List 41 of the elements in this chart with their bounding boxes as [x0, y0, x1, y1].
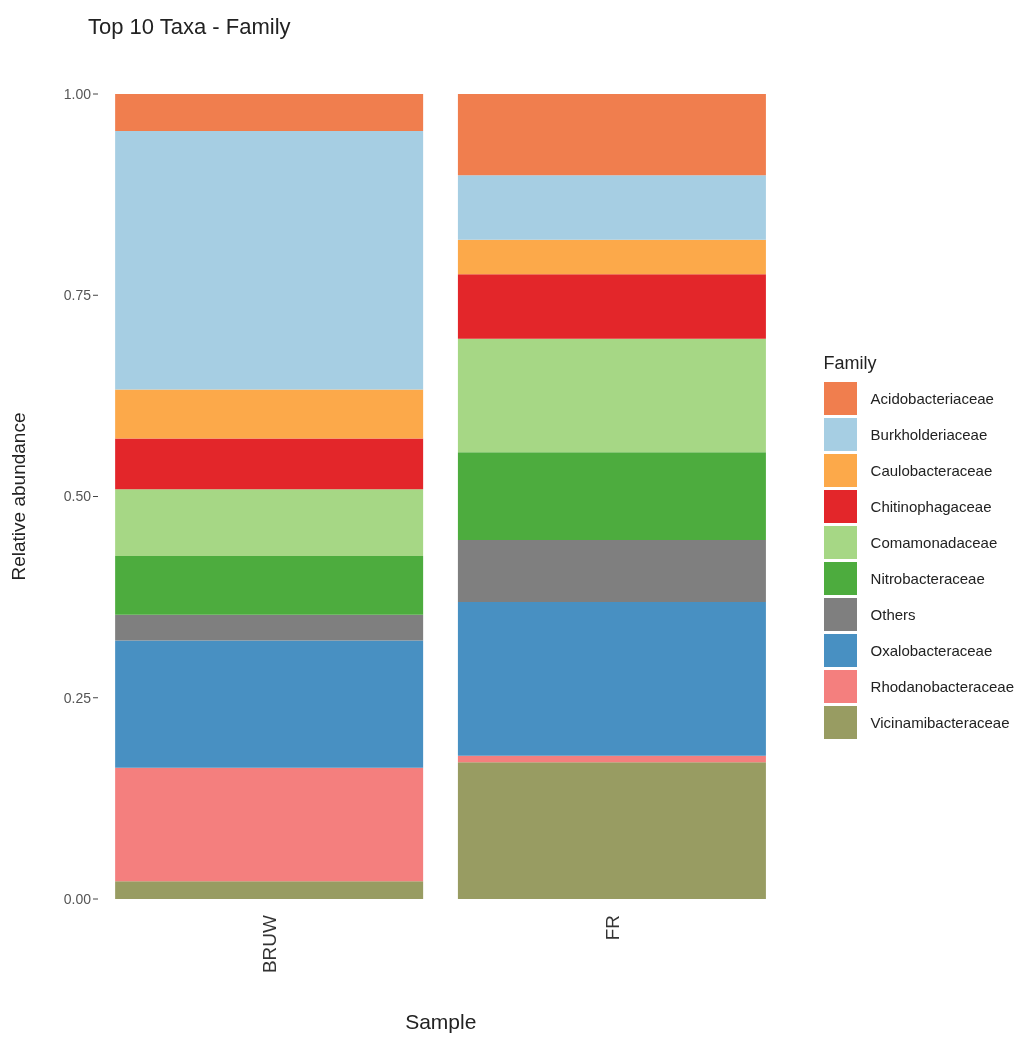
y-tick-label: 1.00	[63, 85, 92, 102]
bar	[115, 489, 424, 557]
legend-label: Chitinophagaceae	[870, 497, 992, 515]
legend-label: Comamonadaceae	[870, 533, 998, 551]
legend-label: Burkholderiaceae	[870, 425, 988, 443]
bar	[457, 755, 766, 763]
legend-label: Oxalobacteraceae	[870, 641, 993, 659]
bar	[457, 539, 766, 602]
chart-title: Top 10 Taxa - Family	[87, 13, 292, 41]
legend-label: Caulobacteraceae	[870, 461, 993, 479]
x-tick-label: BRUW	[258, 914, 280, 974]
bar	[115, 614, 424, 641]
y-tick-label: 0.00	[63, 890, 92, 907]
bar	[115, 131, 424, 390]
bar	[457, 94, 766, 176]
y-tick-label: 0.25	[63, 689, 92, 706]
legend-label: Vicinamibacteraceae	[870, 713, 1010, 731]
x-axis-title: Sample	[405, 1010, 477, 1033]
bar	[115, 556, 424, 615]
legend-label: Nitrobacteraceae	[870, 569, 985, 587]
bar	[115, 94, 424, 132]
y-axis-title: Relative abundance	[7, 412, 29, 581]
bar	[457, 601, 766, 756]
bar	[115, 767, 424, 882]
legend-title: Family	[823, 353, 878, 374]
bar	[115, 438, 424, 490]
bar	[457, 175, 766, 240]
x-tick-label: FR	[601, 915, 623, 941]
bar	[457, 452, 766, 540]
bar	[457, 762, 766, 899]
bar	[457, 338, 766, 453]
bar	[115, 640, 424, 768]
bar	[115, 389, 424, 439]
y-tick-label: 0.75	[63, 287, 92, 304]
legend-label: Acidobacteriaceae	[870, 389, 994, 407]
legend-label: Rhodanobacteraceae	[870, 677, 1014, 695]
y-tick-label: 0.50	[63, 488, 92, 505]
legend-label: Others	[870, 605, 916, 623]
bar	[457, 239, 766, 275]
bar	[115, 881, 424, 899]
bar	[457, 274, 766, 339]
